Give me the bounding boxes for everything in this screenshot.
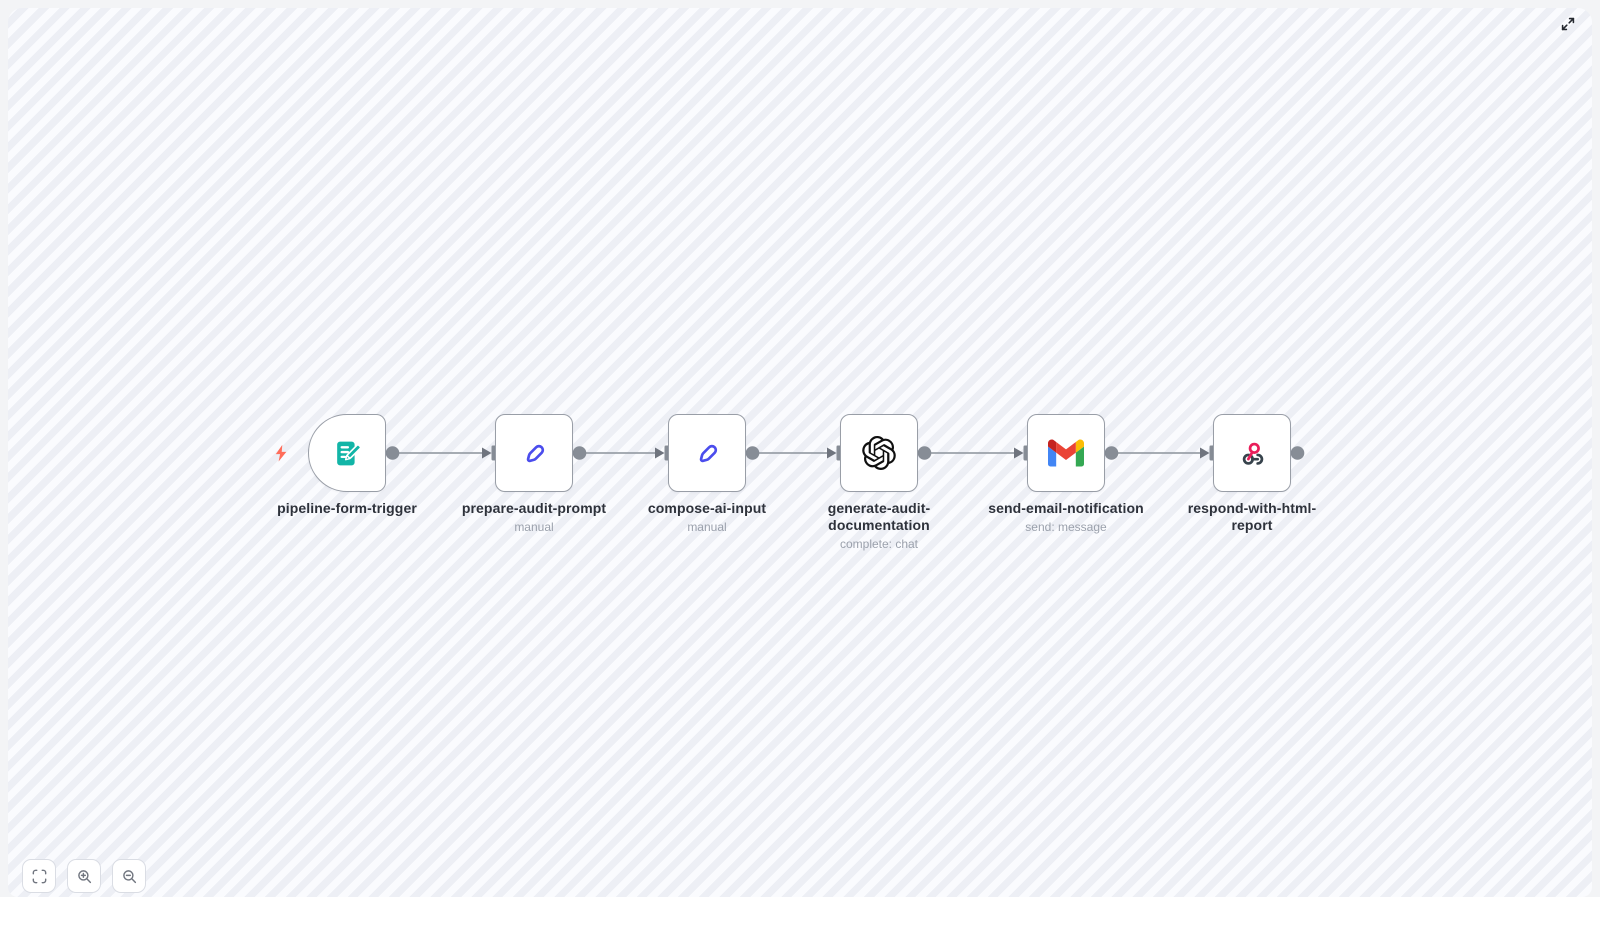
node-label: send-email-notification — [988, 500, 1144, 516]
node-subtitle: send: message — [1025, 520, 1107, 535]
output-port-dot[interactable] — [1290, 446, 1305, 460]
gmail-icon — [1048, 439, 1084, 467]
connection-arrow-icon — [827, 447, 837, 459]
expand-icon — [1561, 17, 1575, 31]
connections-layer — [275, 444, 1305, 462]
node-box-generate-audit-documentation[interactable] — [840, 414, 918, 492]
connection-arrow-icon — [655, 447, 665, 459]
output-port-dot[interactable] — [385, 446, 400, 460]
openai-icon — [862, 436, 896, 470]
node-compose-ai-input: compose-ai-input manual — [648, 414, 766, 534]
zoom-out-button[interactable] — [112, 859, 146, 893]
fit-view-icon — [32, 869, 46, 883]
node-label: pipeline-form-trigger — [277, 500, 417, 516]
output-port-dot[interactable] — [745, 446, 760, 460]
node-label: generate-audit-documentation — [827, 500, 931, 534]
canvas-controls — [22, 859, 146, 893]
trigger-bolt-icon — [275, 444, 287, 462]
webhook-icon — [1242, 442, 1263, 465]
node-subtitle: manual — [514, 520, 554, 535]
node-pipeline-form-trigger: pipeline-form-trigger — [277, 414, 417, 516]
node-caption: generate-audit-documentation complete: ch… — [799, 500, 959, 552]
output-port-dot[interactable] — [1104, 446, 1119, 460]
output-port-dot[interactable] — [917, 446, 932, 460]
node-caption: pipeline-form-trigger — [259, 500, 435, 517]
node-subtitle: manual — [687, 520, 727, 535]
output-port-dot[interactable] — [572, 446, 587, 460]
node-generate-audit-documentation: generate-audit-documentation complete: ch… — [828, 414, 930, 551]
node-box-respond-with-html-report[interactable] — [1213, 414, 1291, 492]
node-box-compose-ai-input[interactable] — [668, 414, 746, 492]
connection-arrow-icon — [1014, 447, 1024, 459]
node-box-pipeline-form-trigger[interactable] — [308, 414, 386, 492]
zoom-in-button[interactable] — [67, 859, 101, 893]
node-label: prepare-audit-prompt — [461, 500, 607, 516]
connection-arrow-icon — [1200, 447, 1210, 459]
node-caption: send-email-notification send: message — [973, 500, 1159, 534]
node-caption: prepare-audit-prompt manual — [446, 500, 622, 534]
node-caption: compose-ai-input manual — [619, 500, 795, 534]
workflow-canvas[interactable]: pipeline-form-trigger prepare-audit-prom… — [8, 8, 1592, 897]
connection-arrow-icon — [482, 447, 492, 459]
node-send-email-notification: send-email-notification send: message — [988, 414, 1144, 534]
node-respond-with-html-report: respond-with-html-report — [1188, 414, 1316, 533]
edit-pen-icon — [526, 444, 545, 463]
node-prepare-audit-prompt: prepare-audit-prompt manual — [462, 414, 606, 534]
node-label: compose-ai-input — [647, 500, 767, 516]
node-box-prepare-audit-prompt[interactable] — [495, 414, 573, 492]
expand-button[interactable] — [1556, 12, 1580, 36]
node-label: respond-with-html-report — [1187, 500, 1317, 534]
zoom-out-icon — [122, 869, 136, 883]
form-trigger-icon — [336, 441, 361, 465]
node-box-send-email-notification[interactable] — [1027, 414, 1105, 492]
edit-pen-icon — [699, 444, 718, 463]
fit-view-button[interactable] — [22, 859, 56, 893]
node-subtitle: complete: chat — [839, 537, 919, 552]
node-caption: respond-with-html-report — [1178, 500, 1326, 534]
zoom-in-icon — [77, 869, 91, 883]
